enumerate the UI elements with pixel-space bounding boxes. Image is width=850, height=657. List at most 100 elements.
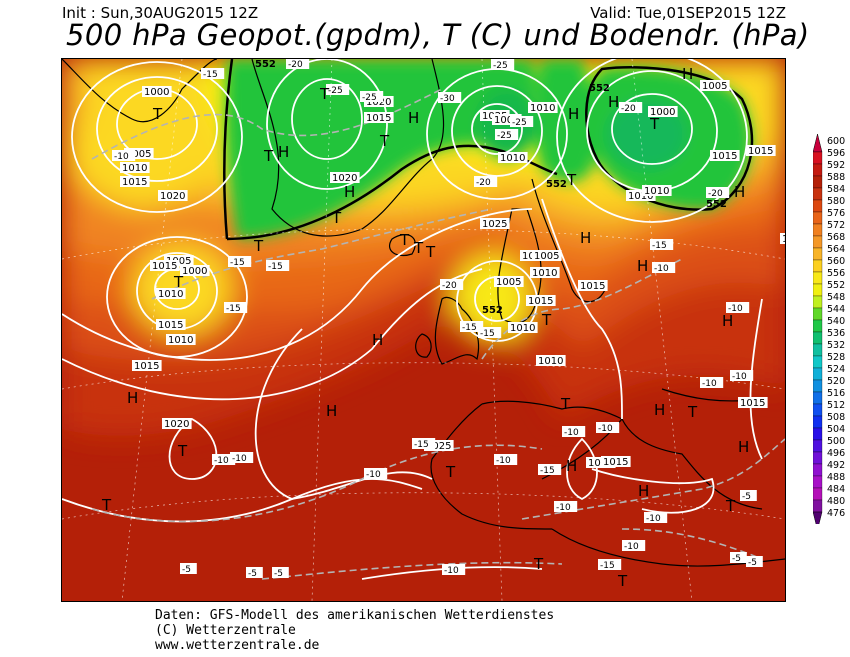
- high-pressure-center: H: [566, 457, 577, 475]
- pressure-label: 1020: [330, 172, 360, 184]
- high-pressure-center: H: [722, 312, 733, 330]
- colorbar-swatch: [812, 133, 823, 153]
- pressure-label: 1015: [601, 456, 631, 468]
- temperature-label: -15: [460, 321, 484, 333]
- high-pressure-center: H: [408, 109, 419, 127]
- temperature-label: -10: [730, 370, 754, 382]
- pressure-label: 1000: [142, 86, 172, 98]
- temperature-label: -10: [442, 564, 466, 576]
- weather-map-svg: 1000100510101015102010251000100510101015…: [62, 59, 785, 601]
- colorbar-swatch: [812, 439, 823, 453]
- high-pressure-center: H: [682, 65, 693, 83]
- high-pressure-center: H: [568, 105, 579, 123]
- temperature-label: -5: [730, 552, 747, 564]
- high-pressure-center: H: [638, 482, 649, 500]
- svg-text:-10: -10: [702, 379, 717, 389]
- svg-text:-5: -5: [732, 554, 741, 564]
- pressure-label: 1010: [498, 152, 528, 164]
- svg-text:-20: -20: [288, 60, 303, 70]
- pressure-label: 1015: [710, 150, 740, 162]
- svg-text:1010: 1010: [628, 191, 653, 202]
- colorbar-tick-label: 544: [827, 304, 845, 315]
- weather-map: 1000100510101015102010251000100510101015…: [61, 58, 786, 602]
- high-pressure-center: H: [326, 402, 337, 420]
- pressure-label: 1005: [494, 276, 524, 288]
- pressure-label: 1000: [180, 265, 210, 277]
- svg-text:1020: 1020: [332, 173, 357, 184]
- low-pressure-center: T: [413, 239, 424, 257]
- temperature-label: -10: [554, 501, 578, 513]
- colorbar-tick-label: 536: [827, 328, 845, 339]
- temperature-label: -25: [491, 59, 515, 71]
- low-pressure-center: T: [649, 115, 660, 133]
- colorbar-swatch: [812, 343, 823, 357]
- svg-text:-20: -20: [476, 178, 491, 188]
- svg-text:-20: -20: [708, 189, 723, 199]
- high-pressure-center: H: [738, 438, 749, 456]
- colorbar-swatch: [812, 427, 823, 441]
- temperature-label: -10: [494, 454, 518, 466]
- svg-text:1015: 1015: [528, 296, 553, 307]
- colorbar-swatch: [812, 403, 823, 417]
- colorbar-swatch: [812, 391, 823, 405]
- init-time: Init : Sun,30AUG2015 12Z: [62, 4, 259, 22]
- svg-text:-5: -5: [182, 565, 191, 575]
- low-pressure-center: T: [379, 132, 390, 150]
- pressure-label: 1010: [120, 162, 150, 174]
- pressure-label: 1010: [530, 267, 560, 279]
- colorbar-swatch: [812, 151, 823, 165]
- low-pressure-center: T: [263, 147, 274, 165]
- pressure-label: 1010: [642, 185, 672, 197]
- high-pressure-center: H: [654, 401, 665, 419]
- pressure-label: 1015: [738, 397, 768, 409]
- temperature-label: -20: [619, 102, 643, 114]
- pressure-label: 1020: [780, 233, 785, 245]
- colorbar-tick-label: 548: [827, 292, 845, 303]
- temperature-label: -25: [360, 91, 384, 103]
- svg-text:1025: 1025: [482, 219, 507, 230]
- colorbar-swatch: [812, 331, 823, 345]
- pressure-label: 1025: [424, 440, 454, 452]
- svg-text:1000: 1000: [144, 87, 169, 98]
- svg-text:1020: 1020: [366, 97, 391, 108]
- temperature-label: -10: [562, 426, 586, 438]
- temperature-label: -10: [700, 377, 724, 389]
- colorbar-swatch: [812, 235, 823, 249]
- temperature-label: -10: [212, 454, 236, 466]
- svg-text:-10: -10: [114, 152, 129, 162]
- temperature-label: -10: [230, 452, 254, 464]
- colorbar-swatch: [812, 295, 823, 309]
- svg-text:-20: -20: [621, 104, 636, 114]
- svg-text:-10: -10: [214, 456, 229, 466]
- temperature-label: -10: [652, 262, 676, 274]
- colorbar-tick-label: 480: [827, 496, 845, 507]
- pressure-label: 1020: [162, 418, 192, 430]
- svg-text:1010: 1010: [532, 268, 557, 279]
- svg-text:-10: -10: [366, 470, 381, 480]
- low-pressure-center: T: [253, 237, 264, 255]
- svg-text:-15: -15: [540, 466, 555, 476]
- svg-text:1010: 1010: [588, 458, 613, 469]
- svg-text:1010: 1010: [538, 356, 563, 367]
- pressure-label: 1015: [364, 112, 394, 124]
- temperature-label: -10: [596, 422, 620, 434]
- temperature-labels: -15-20-25-25 -30-25-20-25-25-20-20-15-15-…: [112, 59, 763, 579]
- svg-text:-25: -25: [512, 118, 527, 128]
- svg-text:-30: -30: [440, 94, 455, 104]
- svg-text:-10: -10: [598, 424, 613, 434]
- low-pressure-center: T: [533, 555, 544, 573]
- colorbar-tick-label: 556: [827, 268, 845, 279]
- colorbar-swatch: [812, 163, 823, 177]
- high-pressure-center: H: [127, 389, 138, 407]
- low-pressure-center: T: [177, 442, 188, 460]
- svg-text:-10: -10: [496, 456, 511, 466]
- svg-text:1010: 1010: [510, 323, 535, 334]
- colorbar-tick-label: 520: [827, 376, 845, 387]
- credits-copyright: (C) Wetterzentrale: [155, 623, 296, 638]
- pressure-label: 1015: [150, 260, 180, 272]
- svg-text:1015: 1015: [748, 146, 773, 157]
- colorbar-tick-label: 500: [827, 436, 845, 447]
- low-pressure-center: T: [319, 85, 330, 103]
- lat-lon-grid: [62, 59, 785, 601]
- svg-text:1000: 1000: [650, 107, 675, 118]
